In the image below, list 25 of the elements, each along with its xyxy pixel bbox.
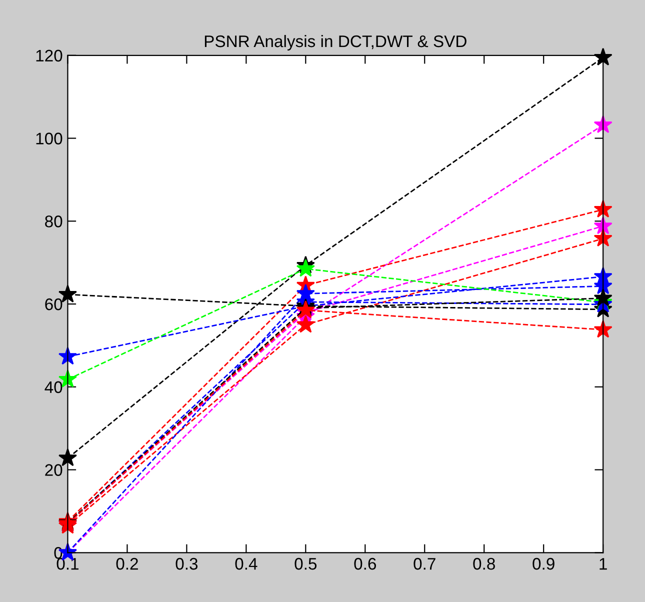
y-tick-label: 120 bbox=[36, 50, 62, 62]
x-tick-label: 0.6 bbox=[354, 558, 376, 570]
point bbox=[594, 48, 612, 66]
y-tick-label: 80 bbox=[45, 216, 62, 228]
x-tick-label: 0.8 bbox=[473, 558, 495, 570]
point bbox=[594, 216, 612, 234]
y-tick-label: 60 bbox=[45, 298, 62, 310]
y-tick-label: 20 bbox=[45, 464, 62, 476]
y-tick-label: 40 bbox=[44, 381, 62, 394]
point bbox=[594, 200, 612, 218]
x-tick-label: 0.9 bbox=[532, 558, 554, 570]
y-tick-label: 100 bbox=[36, 132, 62, 144]
point bbox=[594, 115, 612, 133]
x-tick-label: 1 bbox=[600, 558, 607, 570]
x-tick-label: 0.3 bbox=[176, 558, 198, 570]
point bbox=[594, 288, 612, 306]
x-tick-label: 0.4 bbox=[235, 558, 258, 570]
x-tick-label: 0.5 bbox=[294, 558, 317, 570]
chart-title: PSNR Analysis in DCT,DWT & SVD bbox=[204, 34, 466, 51]
point bbox=[296, 315, 315, 333]
x-tick-label: 0.2 bbox=[116, 558, 138, 570]
point bbox=[296, 259, 315, 277]
x-tick-label: 0.7 bbox=[414, 558, 436, 570]
point bbox=[594, 320, 612, 338]
point bbox=[594, 228, 612, 247]
